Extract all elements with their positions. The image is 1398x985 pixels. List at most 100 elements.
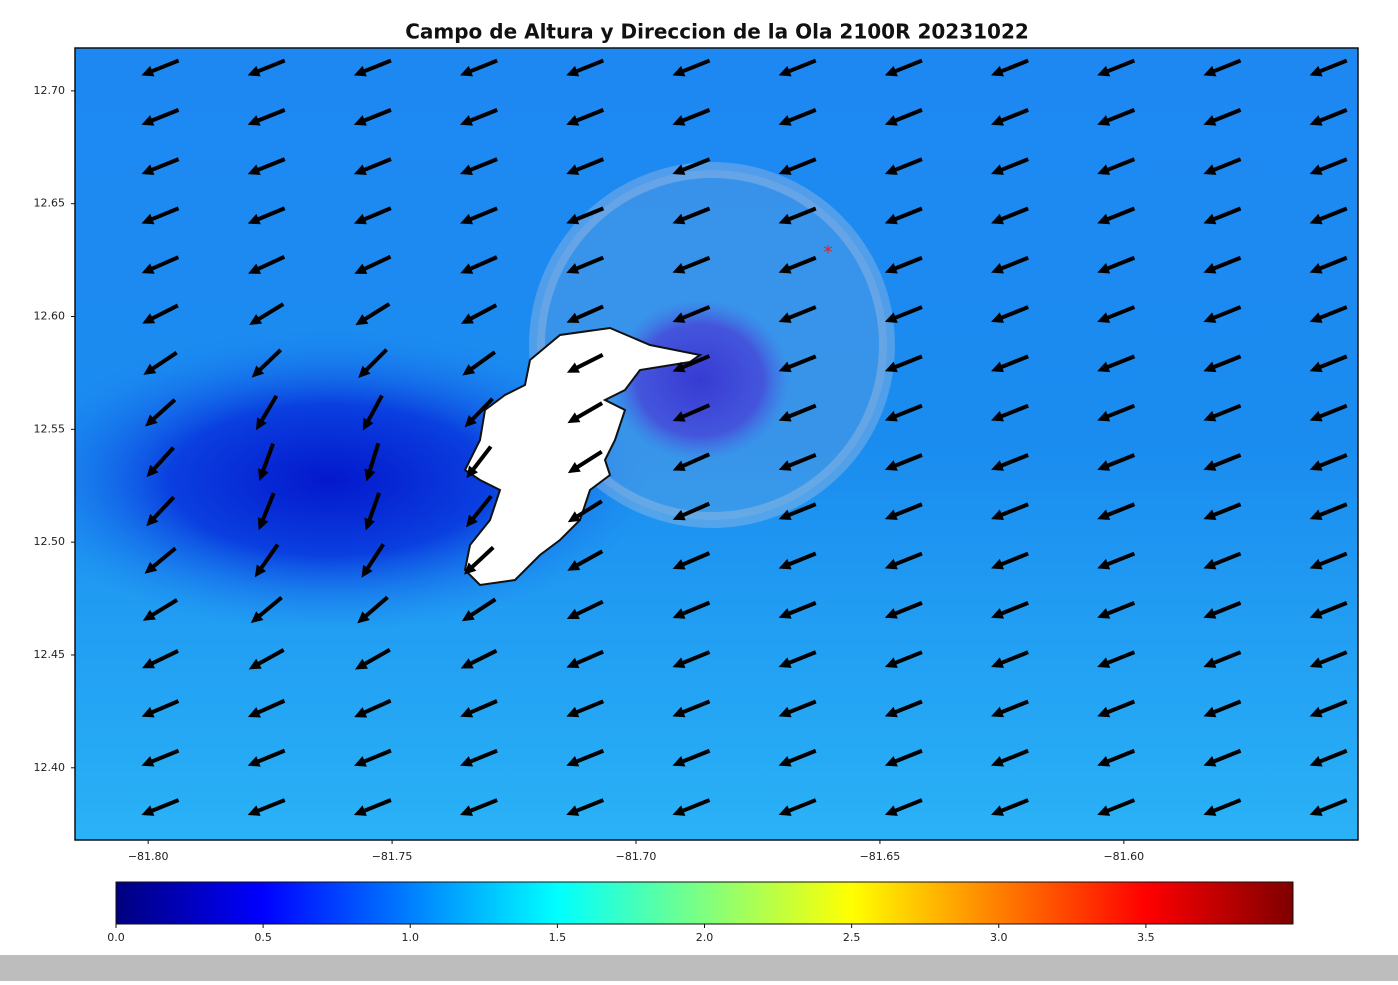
arrow-head [778, 263, 792, 274]
arrow-head [672, 361, 686, 373]
arrow-head [141, 706, 155, 718]
arrow-head [1097, 164, 1111, 175]
colorbar-tick-label: 1.5 [549, 931, 567, 944]
arrow-head [778, 657, 792, 668]
island [463, 326, 703, 587]
arrow-head [462, 364, 476, 376]
arrow-head [567, 560, 581, 571]
arrow-head [991, 558, 1004, 570]
arrow-head [672, 559, 686, 570]
arrow-head [141, 164, 155, 175]
arrow-head [778, 361, 792, 373]
y-tick-label: 12.65 [34, 197, 66, 210]
arrow-head [566, 608, 580, 619]
arrow-head [991, 805, 1004, 816]
arrow-head [1203, 706, 1217, 718]
arrow-head [364, 468, 376, 482]
footer-bar [0, 955, 1398, 981]
arrow-head [672, 706, 686, 718]
arrow-head [884, 213, 898, 225]
arrow-head [146, 513, 159, 527]
arrow-head [991, 410, 1004, 422]
arrow-head [884, 509, 898, 521]
arrow-head [778, 164, 792, 175]
arrow-head [460, 658, 474, 669]
arrow-head [778, 756, 792, 767]
arrow-head [672, 657, 686, 668]
arrow-head [247, 213, 261, 225]
arrow-head [566, 362, 580, 373]
arrow-head [566, 65, 580, 77]
x-tick-label: −81.60 [1103, 850, 1144, 863]
arrow-head [1097, 805, 1111, 816]
arrow-head [778, 410, 792, 422]
arrow-head [1203, 410, 1217, 422]
arrow-head [1097, 263, 1111, 274]
arrow-head [1097, 558, 1111, 570]
colorbar-tick-label: 1.0 [402, 931, 420, 944]
arrow-head [778, 213, 792, 225]
arrow-head [354, 707, 368, 718]
arrow-head [1097, 509, 1111, 521]
arrow-head [884, 263, 898, 274]
arrow-head [991, 756, 1004, 767]
arrow-head [1203, 608, 1217, 619]
arrow-head [991, 509, 1004, 521]
arrow-head [1097, 213, 1111, 225]
arrow-head [358, 365, 371, 378]
arrow-head [1097, 65, 1111, 77]
arrow-head [142, 313, 156, 324]
arrow-head [566, 213, 580, 225]
y-tick-label: 12.70 [34, 84, 66, 97]
arrow-head [778, 608, 792, 619]
arrow-head [146, 464, 159, 478]
arrow-head [141, 115, 155, 126]
arrow-head [460, 313, 474, 324]
arrow-head [1203, 361, 1217, 373]
arrow-head [353, 164, 367, 175]
y-tick-label: 12.50 [34, 535, 66, 548]
arrow-head [991, 312, 1004, 323]
arrow-head [672, 805, 686, 816]
arrow-head [1309, 312, 1323, 323]
y-tick-label: 12.40 [34, 761, 66, 774]
arrow-head [1309, 164, 1323, 175]
colorbar-tick-label: 3.0 [990, 931, 1008, 944]
arrow-head [1203, 558, 1217, 570]
colorbar-tick-label: 0.5 [254, 931, 272, 944]
arrow-head [884, 558, 898, 570]
arrow-head [778, 805, 792, 816]
chart-title: Campo de Altura y Direccion de la Ola 21… [405, 20, 1029, 44]
arrow-head [566, 706, 580, 718]
arrow-head [354, 658, 368, 670]
arrow-head [672, 608, 686, 619]
arrow-head [257, 517, 269, 531]
arrow-head [778, 558, 792, 570]
arrow-head [1203, 263, 1217, 274]
colorbar-tick-label: 3.5 [1137, 931, 1155, 944]
arrow-head [672, 312, 686, 323]
arrow-head [672, 460, 686, 471]
arrow-head [991, 657, 1004, 668]
arrow-head [884, 756, 898, 767]
arrow-head [353, 805, 367, 816]
arrow-head [566, 115, 580, 126]
arrow-head [1309, 65, 1323, 77]
arrow-head [460, 115, 474, 126]
arrow-head [1309, 115, 1323, 126]
arrow-head [247, 65, 261, 77]
arrow-head [143, 363, 157, 375]
x-tick-label: −81.80 [128, 850, 169, 863]
arrow-head [1203, 65, 1217, 77]
arrow-head [141, 658, 155, 669]
arrow-head [251, 365, 265, 378]
arrow-head [884, 65, 898, 77]
arrow-head [353, 65, 367, 77]
arrow-head [1203, 756, 1217, 767]
arrow-head [247, 756, 261, 767]
arrow-head [991, 115, 1004, 126]
arrow-head [256, 417, 267, 431]
arrow-head [884, 410, 898, 422]
arrow-head [460, 164, 474, 175]
